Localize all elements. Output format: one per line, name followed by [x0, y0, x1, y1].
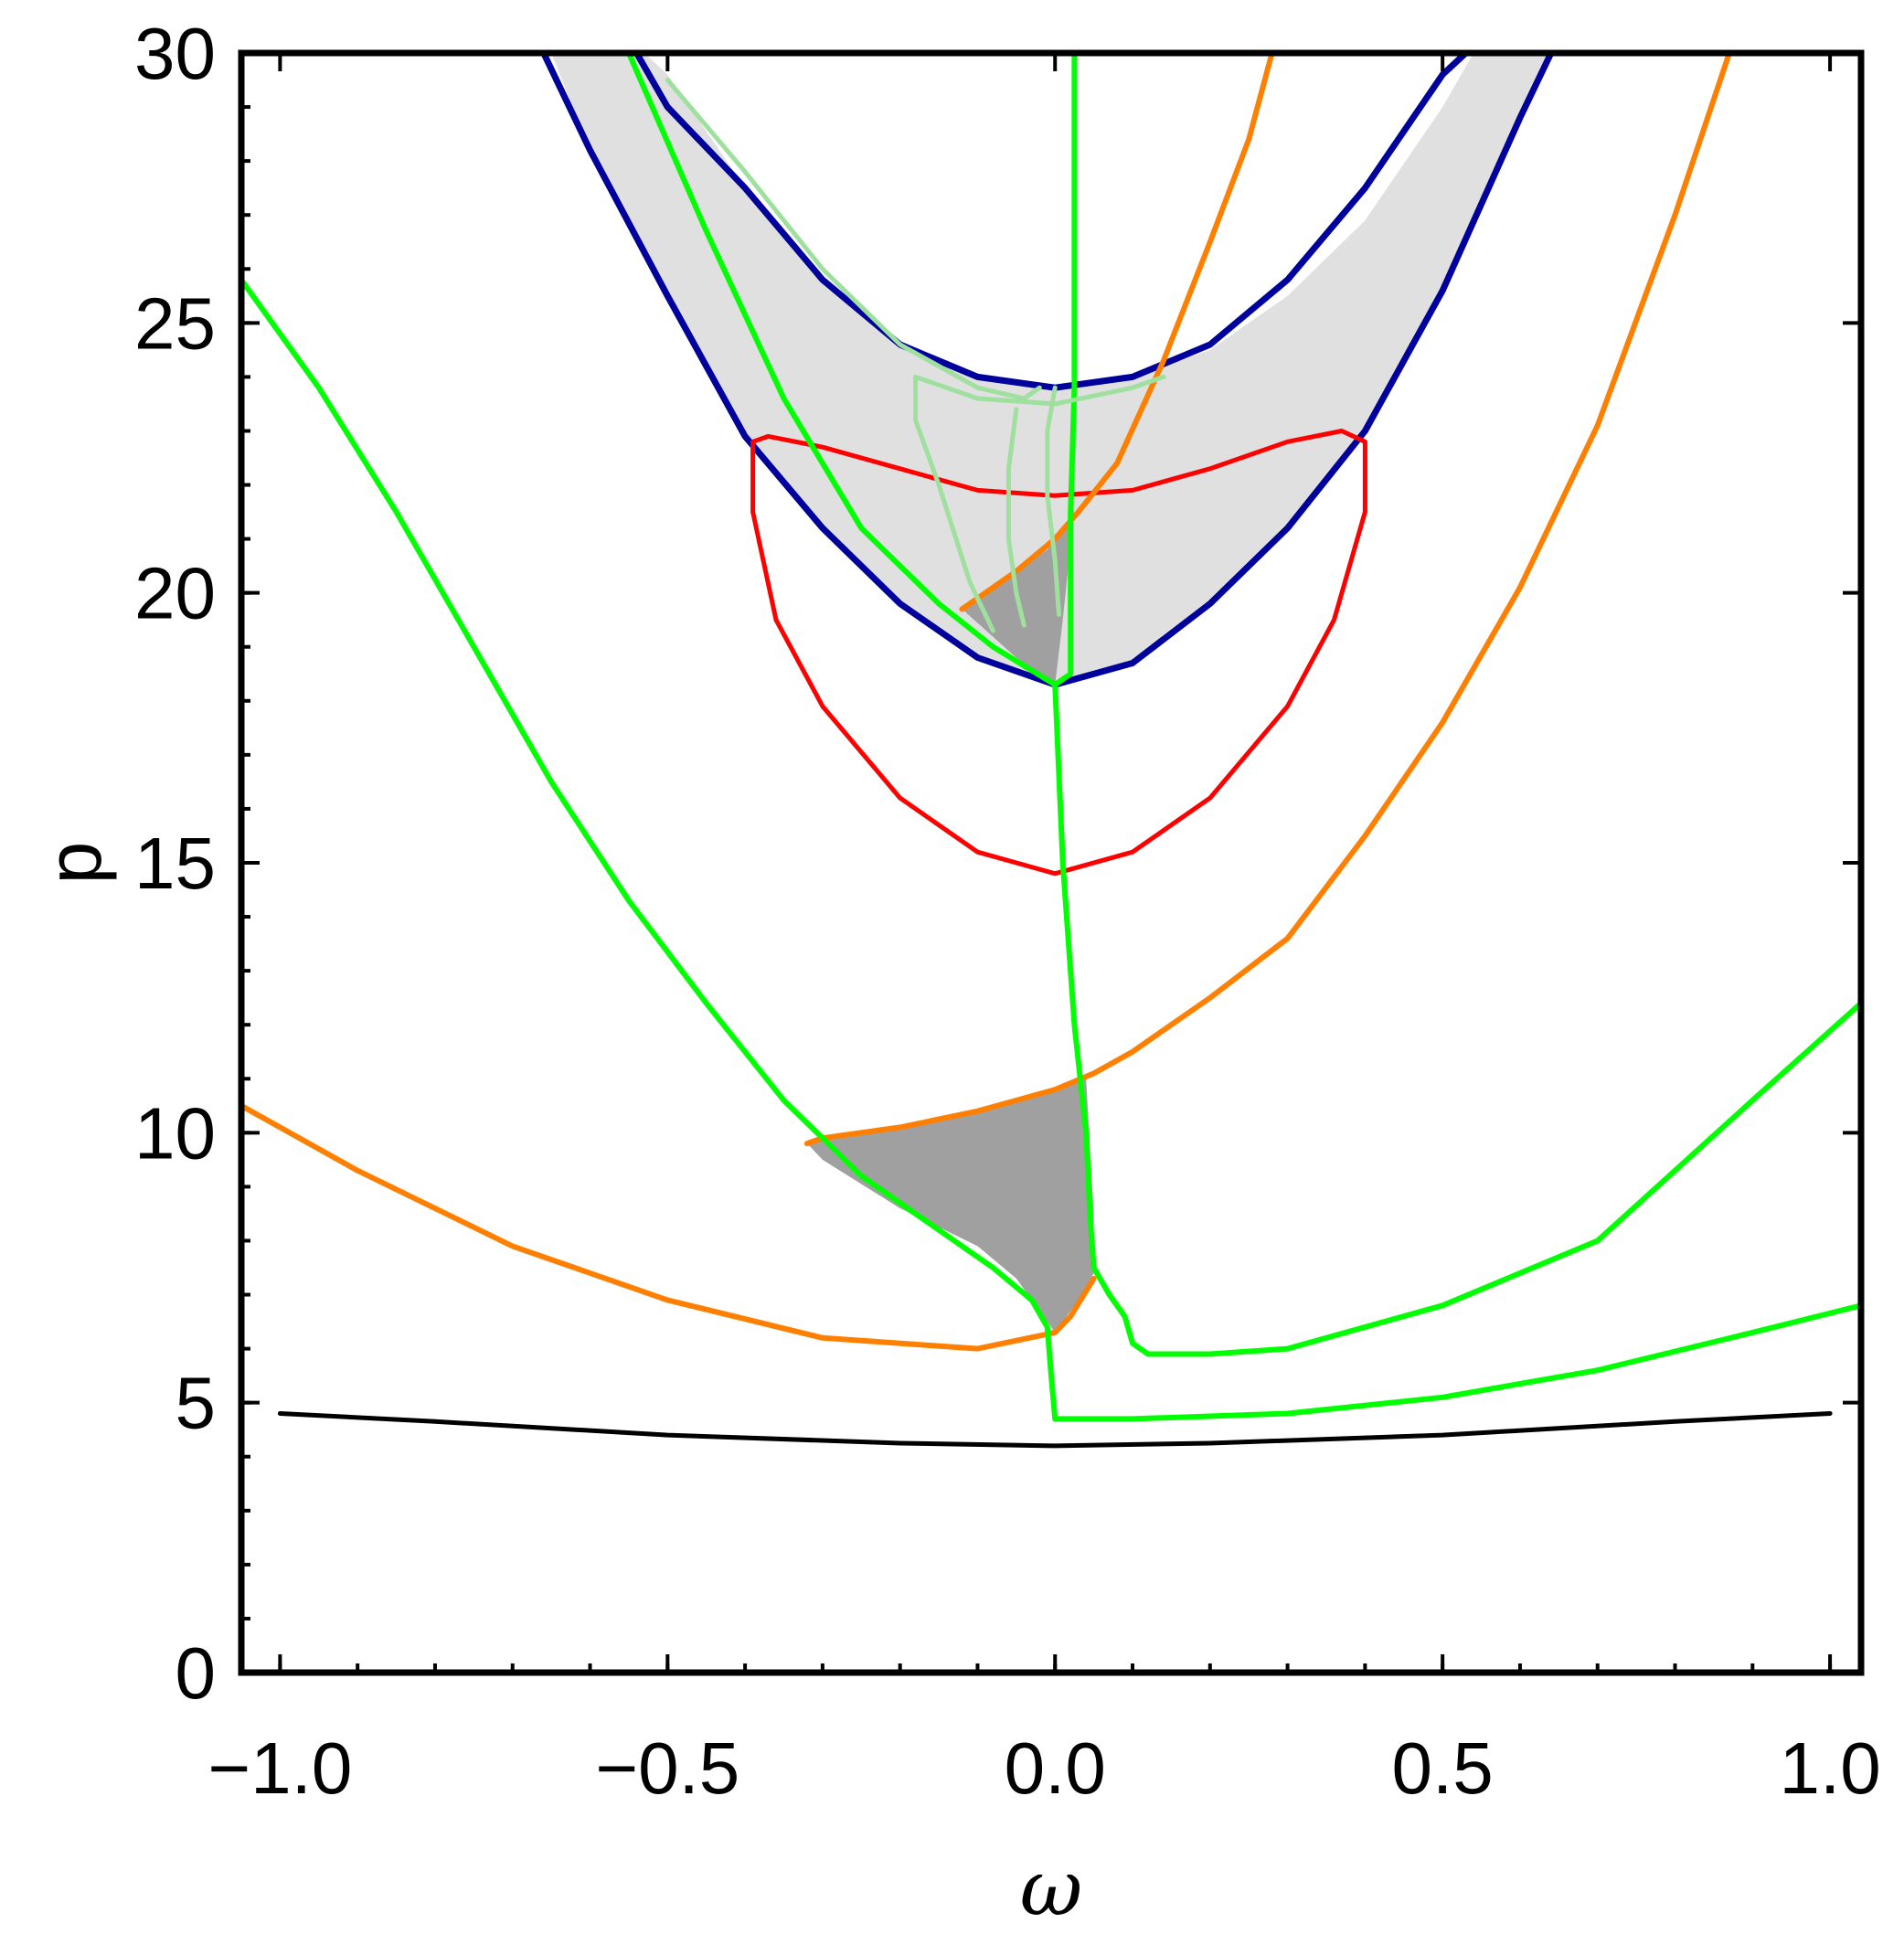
x-tick-label: −0.5 — [595, 1727, 739, 1809]
series-line-14 — [1045, 385, 1061, 617]
y-tick-label: 25 — [134, 282, 216, 364]
series-line-9 — [277, 1411, 1833, 1449]
y-axis-title: p — [31, 842, 117, 885]
x-tick-label: 0.0 — [1005, 1727, 1106, 1809]
series-line-11 — [913, 374, 1166, 407]
y-tick-label: 30 — [134, 13, 216, 94]
series-lines — [241, 53, 1861, 1449]
series-line-12 — [913, 374, 995, 633]
tick-labels: −1.0 −0.5 0.0 0.5 1.0 0 5 10 15 20 25 30 — [134, 13, 1881, 1809]
series-line-10 — [665, 78, 1042, 401]
y-tick-label: 10 — [134, 1092, 216, 1174]
y-tick-label: 5 — [176, 1363, 217, 1444]
y-tick-label: 0 — [176, 1632, 217, 1714]
x-tick-label: 0.5 — [1392, 1727, 1494, 1809]
series-line-3 — [241, 1102, 1097, 1352]
series-line-13 — [1005, 407, 1026, 628]
series-line-6 — [241, 277, 1861, 1422]
shaded-regions — [551, 53, 1551, 1333]
series-line-8 — [1052, 682, 1861, 1357]
x-tick-label: −1.0 — [207, 1727, 352, 1809]
series-line-2 — [750, 429, 1367, 877]
shaded-region-2 — [806, 1079, 1094, 1333]
y-tick-label: 20 — [134, 553, 216, 634]
y-tick-label: 15 — [134, 823, 216, 904]
series-line-5 — [959, 53, 1275, 612]
plot-frame — [238, 49, 1865, 1676]
series-line-4 — [803, 53, 1732, 1147]
x-axis-title: ω — [1020, 1844, 1083, 1933]
x-tick-label: 1.0 — [1779, 1727, 1880, 1809]
